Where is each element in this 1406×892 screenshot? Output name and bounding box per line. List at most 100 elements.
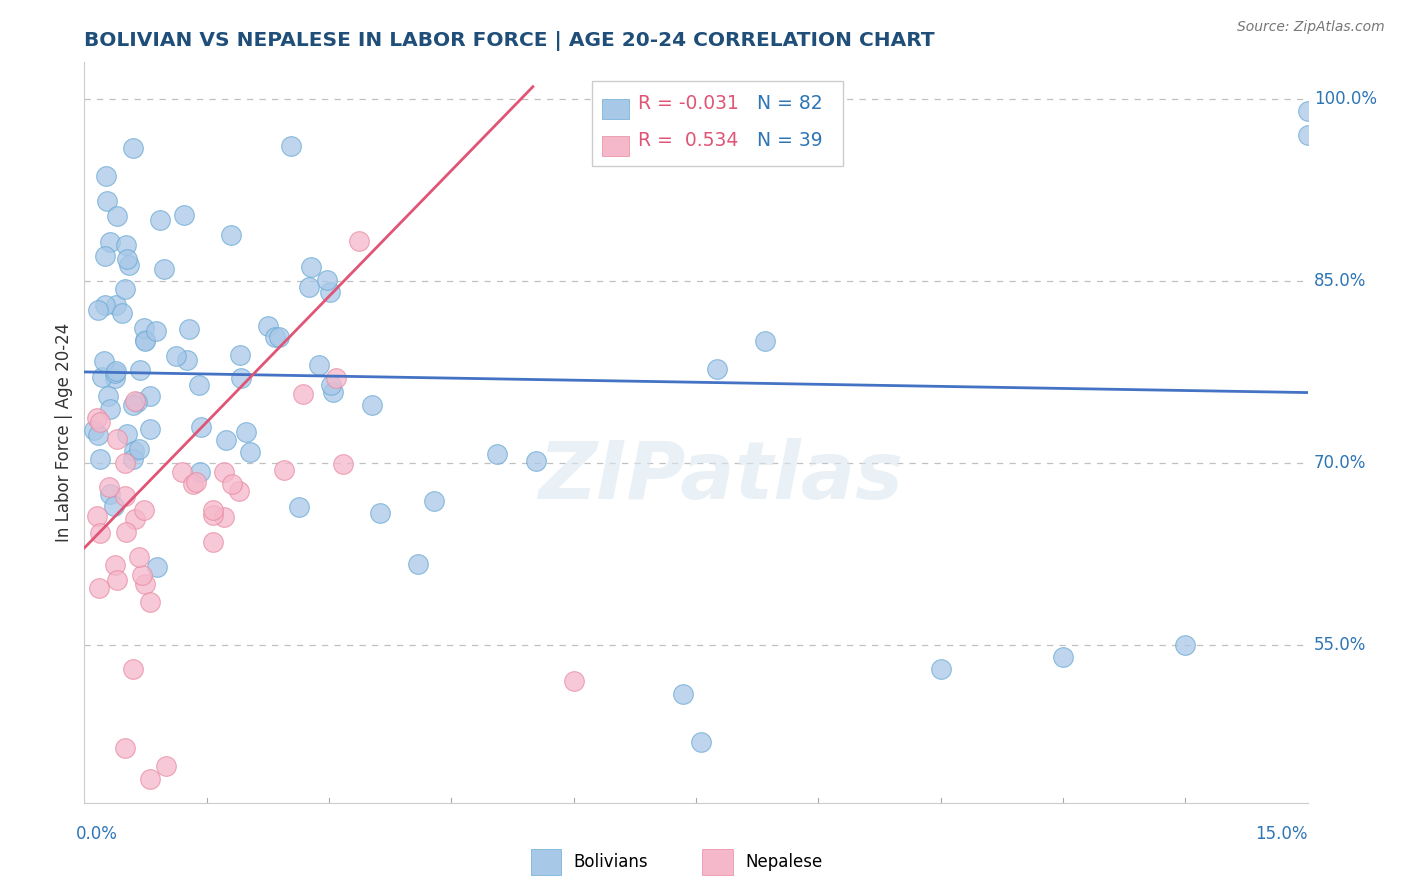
Point — [100, 235, 122, 250]
Point — [273, 463, 295, 477]
FancyBboxPatch shape — [602, 99, 628, 120]
Text: N = 82: N = 82 — [758, 94, 823, 112]
Point — [86, 411, 108, 425]
Point — [318, 285, 340, 299]
FancyBboxPatch shape — [702, 849, 733, 875]
Point — [267, 330, 290, 344]
Point — [134, 334, 156, 348]
Point — [188, 465, 211, 479]
Point — [89, 452, 111, 467]
Point — [1052, 650, 1074, 665]
Point — [96, 169, 118, 183]
Point — [89, 415, 111, 429]
Point — [229, 371, 252, 385]
Text: BOLIVIAN VS NEPALESE IN LABOR FORCE | AGE 20-24 CORRELATION CHART: BOLIVIAN VS NEPALESE IN LABOR FORCE | AG… — [84, 30, 935, 51]
Point — [118, 259, 141, 273]
Point — [114, 489, 136, 503]
Point — [690, 735, 713, 749]
FancyBboxPatch shape — [592, 81, 842, 166]
Point — [263, 330, 285, 344]
Point — [149, 212, 172, 227]
Point — [115, 252, 138, 267]
Point — [319, 378, 342, 392]
Point — [257, 319, 280, 334]
Point — [524, 454, 547, 468]
Text: Source: ZipAtlas.com: Source: ZipAtlas.com — [1237, 20, 1385, 34]
Point — [219, 227, 242, 242]
Point — [408, 558, 430, 572]
Point — [187, 377, 209, 392]
Point — [212, 465, 235, 479]
Point — [103, 499, 125, 513]
Point — [361, 398, 384, 412]
Point — [105, 432, 128, 446]
Point — [134, 502, 156, 516]
Point — [176, 353, 198, 368]
Point — [201, 508, 224, 522]
Point — [132, 321, 155, 335]
Point — [145, 325, 167, 339]
Point — [134, 577, 156, 591]
Text: 0.0%: 0.0% — [76, 824, 118, 843]
Point — [165, 349, 187, 363]
Point — [97, 480, 120, 494]
Point — [280, 139, 302, 153]
Point — [139, 595, 162, 609]
Point — [186, 475, 208, 490]
Point — [83, 423, 105, 437]
Point — [221, 477, 243, 491]
Point — [94, 250, 117, 264]
Point — [122, 451, 145, 466]
Point — [706, 362, 728, 376]
Point — [124, 393, 146, 408]
Point — [89, 581, 111, 595]
Text: Nepalese: Nepalese — [745, 853, 823, 871]
Point — [117, 427, 139, 442]
Text: 55.0%: 55.0% — [1313, 636, 1367, 654]
Point — [929, 662, 952, 676]
Text: N = 39: N = 39 — [758, 130, 823, 150]
Point — [105, 364, 128, 378]
Text: 100.0%: 100.0% — [1313, 90, 1376, 108]
Text: ZIPatlas: ZIPatlas — [538, 438, 903, 516]
Point — [146, 560, 169, 574]
Text: 85.0%: 85.0% — [1313, 272, 1367, 290]
Point — [368, 507, 391, 521]
Point — [104, 558, 127, 572]
Point — [754, 334, 776, 348]
Point — [139, 772, 162, 786]
Point — [104, 298, 127, 312]
Point — [316, 273, 339, 287]
Point — [292, 387, 315, 401]
Point — [111, 306, 134, 320]
Point — [173, 209, 195, 223]
Point — [93, 354, 115, 368]
Point — [201, 503, 224, 517]
Point — [134, 334, 156, 348]
Point — [214, 509, 236, 524]
Point — [423, 494, 446, 508]
Point — [114, 282, 136, 296]
Point — [347, 234, 370, 248]
Point — [86, 509, 108, 524]
Point — [299, 260, 322, 274]
Point — [87, 428, 110, 442]
Point — [155, 759, 177, 773]
Point — [105, 574, 128, 588]
Point — [131, 567, 153, 582]
Point — [128, 363, 150, 377]
Point — [96, 194, 118, 208]
Text: 15.0%: 15.0% — [1256, 824, 1308, 843]
Text: Bolivians: Bolivians — [574, 853, 648, 871]
Point — [298, 279, 321, 293]
Point — [122, 662, 145, 676]
Text: R = -0.031: R = -0.031 — [638, 94, 740, 112]
Point — [239, 445, 262, 459]
Point — [124, 512, 146, 526]
Point — [125, 395, 148, 409]
Point — [114, 456, 136, 470]
Point — [122, 444, 145, 458]
Point — [172, 465, 194, 479]
Point — [229, 348, 252, 362]
Point — [1174, 638, 1197, 652]
